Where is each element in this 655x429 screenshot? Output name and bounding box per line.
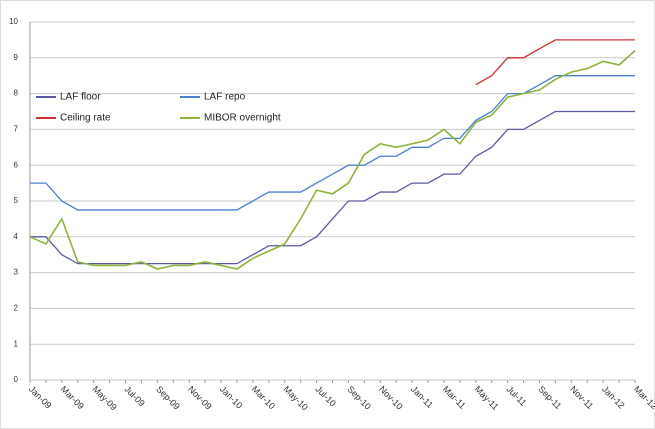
y-tick-label: 2 (14, 304, 19, 313)
x-tick-label: May-09 (91, 384, 119, 412)
x-tick-label: Nov-10 (377, 384, 405, 412)
x-tick-label: Mar-09 (59, 384, 86, 411)
series-line (29, 50, 636, 270)
x-tick-label: May-11 (473, 384, 501, 412)
y-tick-label: 9 (14, 53, 19, 62)
legend-label: LAF repo (204, 92, 246, 103)
y-tick-label: 10 (9, 17, 18, 26)
series-line (30, 110, 635, 265)
x-tick-label: May-10 (282, 384, 310, 412)
series-line (475, 39, 635, 86)
legend-label: Ceiling rate (60, 113, 111, 124)
y-tick-label: 5 (14, 196, 19, 205)
x-tick-label: Jul-09 (122, 384, 146, 408)
y-tick-label: 4 (14, 232, 19, 241)
x-tick-label: Jan-12 (600, 384, 627, 411)
y-tick-label: 7 (14, 125, 19, 134)
y-tick-label: 6 (14, 160, 19, 169)
y-tick-label: 3 (14, 268, 19, 277)
legend-label: MIBOR overnight (204, 113, 281, 124)
x-tick-label: Jul-10 (313, 384, 337, 408)
y-tick-label: 8 (14, 89, 19, 98)
x-tick-label: Mar-10 (250, 384, 277, 411)
x-tick-label: Jul-11 (505, 384, 529, 408)
y-tick-label: 0 (14, 375, 19, 384)
x-tick-label: Jan-10 (218, 384, 245, 411)
y-tick-label: 1 (14, 339, 19, 348)
x-tick-label: Mar-11 (441, 384, 468, 411)
x-tick-label: Jan-09 (27, 384, 54, 411)
x-tick-label: Sep-11 (536, 384, 563, 411)
x-tick-label: Nov-09 (186, 384, 214, 412)
x-tick-label: Jan-11 (409, 384, 435, 410)
x-tick-label: Nov-11 (568, 384, 595, 411)
x-tick-label: Sep-10 (345, 384, 373, 412)
x-tick-label: Sep-09 (154, 384, 182, 412)
x-tick-label: Mar-12 (632, 384, 655, 411)
legend-label: LAF floor (60, 92, 101, 103)
series-line (30, 75, 635, 211)
